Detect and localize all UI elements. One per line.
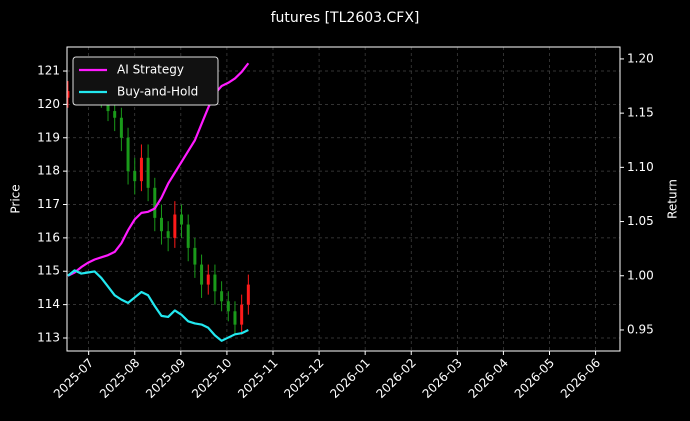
legend: AI Strategy Buy-and-Hold [72,56,219,106]
candle-body [119,117,123,138]
legend-box [72,56,219,106]
y2-tick-label: 1.05 [627,214,654,228]
candle-body [246,284,250,305]
candle-body [113,111,117,118]
candle-body [233,311,237,325]
y2-tick-label: 1.10 [627,160,654,174]
y-tick-label: 115 [37,264,60,278]
candle-body [133,171,137,182]
candle-body [226,301,230,312]
y-tick-label: 120 [37,97,60,111]
y2-tick-label: 0.95 [627,322,654,336]
y-tick-label: 119 [37,130,60,144]
candle-body [153,187,157,218]
y-tick-label: 121 [37,64,60,78]
chart-title: futures [TL2603.CFX] [271,10,420,26]
y-tick-label: 113 [37,330,60,344]
y2-tick-label: 1.20 [627,51,654,65]
y2-tick-label: 1.15 [627,106,654,120]
candle-body [159,217,163,232]
y-tick-label: 114 [37,297,60,311]
candle-body [173,214,177,238]
candle-body [193,247,197,265]
legend-label: Buy-and-Hold [117,85,198,99]
candle-body [206,274,210,285]
plot-frame [66,46,621,352]
candle-body [126,137,130,172]
candle-body [200,264,204,285]
candle-body [240,304,244,325]
candle-body [186,224,190,248]
y-tick-label: 117 [37,197,60,211]
y2-tick-label: 1.00 [627,268,654,282]
legend-label: AI Strategy [117,63,184,77]
candle-body [180,214,184,225]
line-series [67,269,249,342]
candle-body [139,157,143,182]
candle-body [146,157,150,188]
candle-body [66,91,70,98]
candle-body [220,291,224,302]
candle-body [213,274,217,292]
y2-axis-label: Return [666,179,680,219]
y-tick-label: 118 [37,164,60,178]
candle-body [166,231,170,238]
y-axis-label: Price [9,184,23,213]
y-tick-label: 116 [37,230,60,244]
